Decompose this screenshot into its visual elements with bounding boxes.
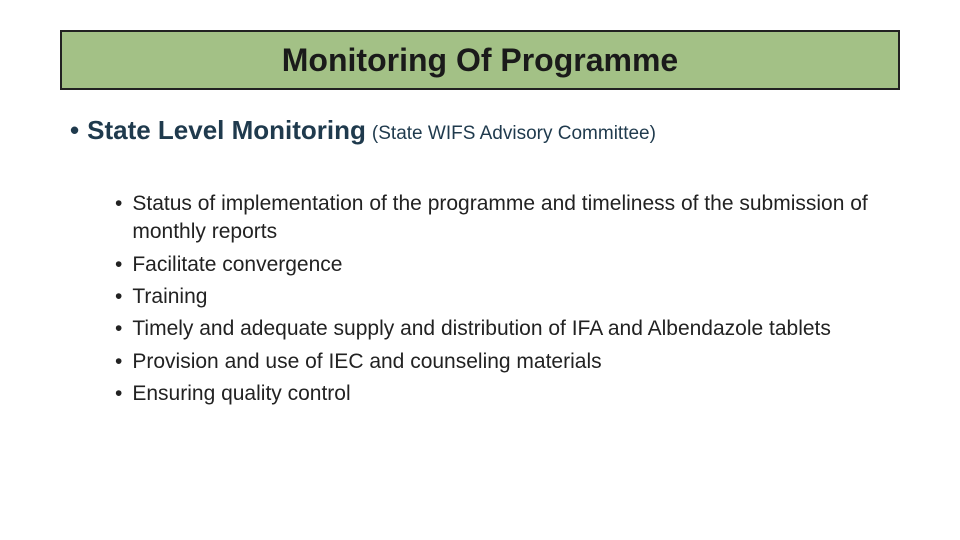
list-item: • Ensuring quality control	[115, 380, 880, 408]
bullet-text: Status of implementation of the programm…	[132, 190, 880, 247]
list-item: • Provision and use of IEC and counselin…	[115, 348, 880, 376]
bullet-text: Ensuring quality control	[132, 380, 350, 408]
bullet-icon: •	[115, 315, 122, 343]
bullet-icon: •	[115, 251, 122, 279]
bullet-text: Timely and adequate supply and distribut…	[132, 315, 831, 343]
bullet-list: • Status of implementation of the progra…	[115, 190, 880, 412]
subtitle-row: • State Level Monitoring (State WIFS Adv…	[70, 115, 900, 146]
list-item: • Facilitate convergence	[115, 251, 880, 279]
title-box: Monitoring Of Programme	[60, 30, 900, 90]
bullet-text: Provision and use of IEC and counseling …	[132, 348, 601, 376]
subtitle-bullet: •	[70, 115, 79, 146]
bullet-icon: •	[115, 348, 122, 376]
bullet-text: Facilitate convergence	[132, 251, 342, 279]
slide-title: Monitoring Of Programme	[282, 42, 678, 79]
bullet-icon: •	[115, 380, 122, 408]
list-item: • Status of implementation of the progra…	[115, 190, 880, 247]
list-item: • Timely and adequate supply and distrib…	[115, 315, 880, 343]
subtitle-paren: (State WIFS Advisory Committee)	[372, 123, 656, 145]
list-item: • Training	[115, 283, 880, 311]
subtitle-main: State Level Monitoring	[87, 115, 366, 146]
bullet-icon: •	[115, 283, 122, 311]
slide: Monitoring Of Programme • State Level Mo…	[0, 0, 960, 540]
bullet-text: Training	[132, 283, 207, 311]
bullet-icon: •	[115, 190, 122, 218]
